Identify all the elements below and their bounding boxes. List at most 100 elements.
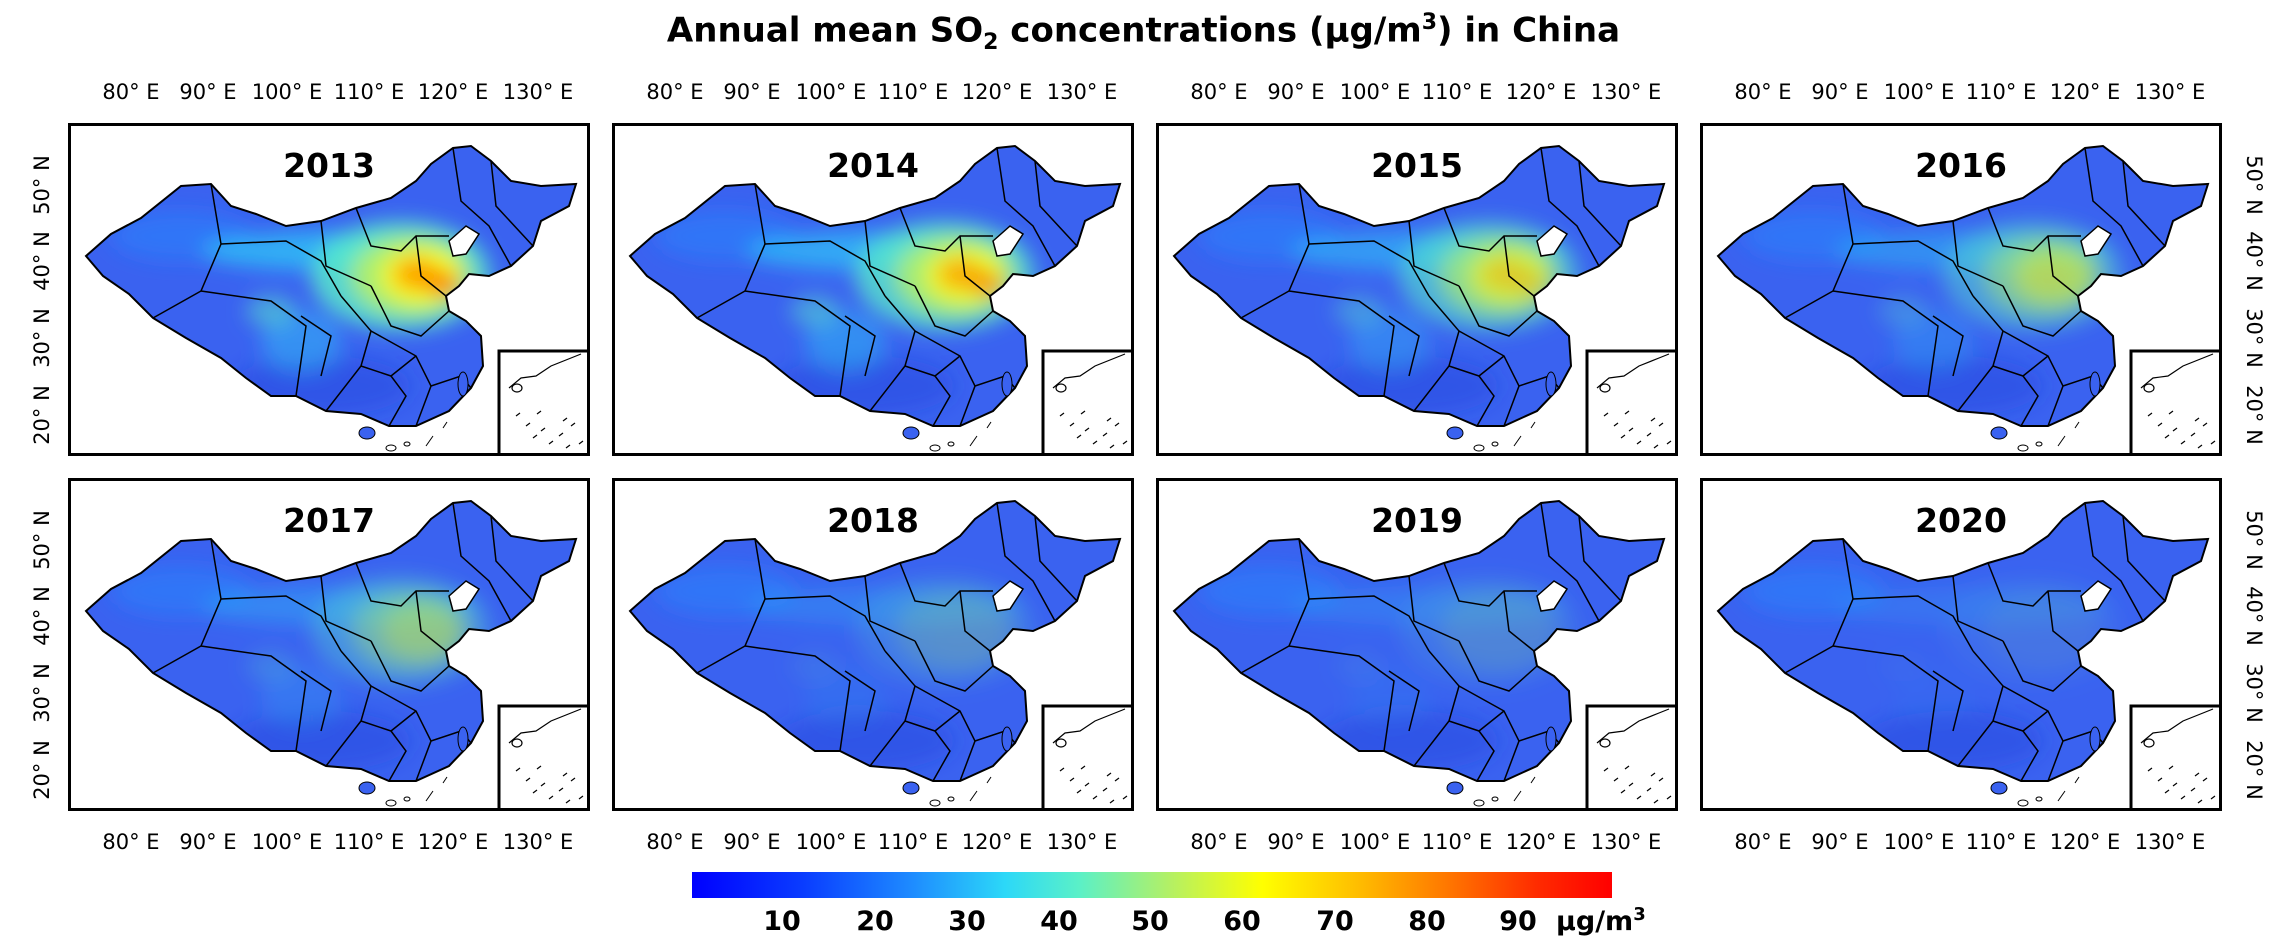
- right-axis-tick-label: 50° N: [2242, 510, 2266, 570]
- top-axis-tick-label: 100° E: [795, 80, 867, 104]
- top-axis-tick-label: 80° E: [646, 80, 704, 104]
- top-axis-tick-label: 90° E: [1811, 80, 1869, 104]
- hainan-island: [1990, 426, 2008, 440]
- province-borders: [1240, 502, 1622, 782]
- south-china-sea-inset: [1041, 704, 1131, 808]
- south-china-sea-inset: [497, 349, 587, 453]
- top-axis-tick-label: 110° E: [877, 80, 949, 104]
- top-axis-tick-label: 120° E: [961, 80, 1033, 104]
- right-axis-tick-label: 20° N: [2242, 740, 2266, 800]
- china-map: [84, 144, 587, 453]
- colorbar-tick-label: 30: [948, 906, 986, 937]
- china-outline: [628, 144, 1122, 427]
- top-axis-tick-label: 110° E: [1421, 80, 1493, 104]
- top-axis-tick-label: 110° E: [333, 80, 405, 104]
- colorbar: [692, 872, 1612, 898]
- colorbar-tick-label: 40: [1040, 906, 1078, 937]
- province-borders: [152, 147, 534, 427]
- province-borders: [152, 502, 534, 782]
- map-panel-2019: 2019: [1156, 478, 1678, 811]
- left-axis-tick-label: 30° N: [30, 663, 54, 723]
- panel-year-label: 2015: [1371, 146, 1463, 185]
- bottom-axis-tick-label: 110° E: [333, 830, 405, 854]
- hainan-island: [1446, 426, 1464, 440]
- china-outline: [628, 499, 1122, 782]
- top-axis-tick-label: 110° E: [1965, 80, 2037, 104]
- south-sea-islands: [2017, 421, 2080, 452]
- top-axis-tick-label: 130° E: [1590, 80, 1662, 104]
- bohai-sea: [992, 580, 1025, 612]
- bottom-axis-tick-label: 100° E: [1339, 830, 1411, 854]
- south-sea-islands: [2017, 776, 2080, 807]
- china-map: [1716, 144, 2219, 453]
- top-axis-tick-label: 100° E: [1883, 80, 1955, 104]
- top-axis-tick-label: 80° E: [1734, 80, 1792, 104]
- panel-year-label: 2016: [1915, 146, 2007, 185]
- taiwan-island: [1545, 371, 1557, 397]
- bottom-axis-tick-label: 130° E: [502, 830, 574, 854]
- taiwan-island: [2089, 726, 2101, 752]
- taiwan-island: [2089, 371, 2101, 397]
- china-map: [1172, 144, 1675, 453]
- map-panel-2018: 2018: [612, 478, 1134, 811]
- bohai-sea: [2080, 225, 2113, 257]
- top-axis-tick-label: 90° E: [179, 80, 237, 104]
- figure-title: Annual mean SO2 concentrations (μg/m3) i…: [666, 10, 1621, 56]
- panel-year-label: 2013: [283, 146, 375, 185]
- map-panel-2015: 2015: [1156, 123, 1678, 456]
- top-axis-tick-label: 100° E: [251, 80, 323, 104]
- so2-concentration-field: [655, 566, 1035, 771]
- bottom-axis-tick-label: 120° E: [417, 830, 489, 854]
- top-axis-tick-label: 130° E: [1046, 80, 1118, 104]
- bottom-axis-tick-label: 120° E: [1505, 830, 1577, 854]
- bottom-axis-tick-label: 80° E: [1190, 830, 1248, 854]
- map-panel-2016: 2016: [1700, 123, 2222, 456]
- left-axis-tick-label: 50° N: [30, 510, 54, 570]
- taiwan-island: [1545, 726, 1557, 752]
- top-axis-tick-label: 80° E: [1190, 80, 1248, 104]
- right-axis-tick-label: 20° N: [2242, 385, 2266, 445]
- hainan-island: [358, 781, 376, 795]
- bottom-axis-tick-label: 80° E: [102, 830, 160, 854]
- bohai-sea: [448, 580, 481, 612]
- right-axis-tick-label: 30° N: [2242, 308, 2266, 368]
- taiwan-island: [457, 726, 469, 752]
- bottom-axis-tick-label: 130° E: [1590, 830, 1662, 854]
- panel-year-label: 2020: [1915, 501, 2007, 540]
- taiwan-island: [1001, 726, 1013, 752]
- bottom-axis-tick-label: 100° E: [1883, 830, 1955, 854]
- bohai-sea: [1536, 580, 1569, 612]
- south-china-sea-inset: [1041, 349, 1131, 453]
- hainan-island: [1446, 781, 1464, 795]
- bottom-axis-tick-label: 100° E: [251, 830, 323, 854]
- colorbar-tick-label: 20: [856, 906, 894, 937]
- map-panel-2020: 2020: [1700, 478, 2222, 811]
- top-axis-tick-label: 90° E: [723, 80, 781, 104]
- bohai-sea: [2080, 580, 2113, 612]
- china-map: [628, 144, 1131, 453]
- province-borders: [1784, 147, 2166, 427]
- top-axis-tick-label: 130° E: [2134, 80, 2206, 104]
- left-axis-tick-label: 20° N: [30, 385, 54, 445]
- bottom-axis-tick-label: 90° E: [723, 830, 781, 854]
- so2-concentration-field: [111, 566, 491, 771]
- bottom-axis-tick-label: 120° E: [961, 830, 1033, 854]
- left-axis-tick-label: 50° N: [30, 155, 54, 215]
- right-axis-tick-label: 30° N: [2242, 663, 2266, 723]
- bohai-sea: [1536, 225, 1569, 257]
- china-outline: [1172, 499, 1666, 782]
- south-china-sea-inset: [1585, 349, 1675, 453]
- colorbar-tick-label: 10: [763, 906, 801, 937]
- panel-year-label: 2014: [827, 146, 919, 185]
- map-panel-2014: 2014: [612, 123, 1134, 456]
- province-borders: [696, 502, 1078, 782]
- left-axis-tick-label: 40° N: [30, 586, 54, 646]
- south-sea-islands: [385, 421, 448, 452]
- bottom-axis-tick-label: 120° E: [2049, 830, 2121, 854]
- china-outline: [84, 144, 578, 427]
- bohai-sea: [448, 225, 481, 257]
- bottom-axis-tick-label: 90° E: [1267, 830, 1325, 854]
- panel-year-label: 2018: [827, 501, 919, 540]
- south-sea-islands: [1473, 776, 1536, 807]
